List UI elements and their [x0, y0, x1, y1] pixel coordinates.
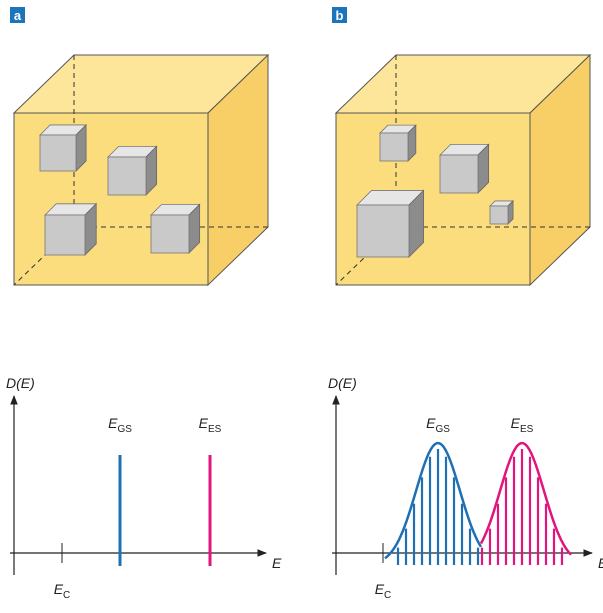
- dot-front: [45, 215, 85, 255]
- level-label: EES: [511, 415, 534, 435]
- figure: a D(E) E EC EGS EES b D(E) E EC EGS EES: [0, 0, 603, 613]
- subscript: ES: [520, 424, 534, 435]
- dot-front: [380, 133, 408, 161]
- level-label: EGS: [426, 415, 450, 435]
- level-label: EES: [199, 415, 222, 435]
- dot-front: [357, 205, 409, 257]
- distribution-curve: [385, 443, 481, 558]
- panel-label: b: [336, 8, 344, 23]
- y-axis-label: D(E): [328, 375, 357, 391]
- subscript: C: [384, 590, 391, 601]
- level-label: EGS: [108, 415, 132, 435]
- panel-label: a: [14, 8, 22, 23]
- subscript: C: [63, 590, 70, 601]
- distribution-curve: [481, 443, 571, 555]
- dot-front: [151, 215, 189, 253]
- ec-label: EC: [375, 581, 392, 601]
- dot-front: [440, 155, 478, 193]
- dot-front: [490, 206, 508, 224]
- dot-front: [40, 135, 76, 171]
- y-axis-label: D(E): [6, 375, 35, 391]
- x-axis-label: E: [272, 555, 282, 571]
- ec-label: EC: [54, 581, 71, 601]
- subscript: ES: [208, 424, 222, 435]
- subscript: GS: [117, 424, 132, 435]
- x-axis-label: E: [598, 555, 603, 571]
- dot-front: [108, 157, 146, 195]
- subscript: GS: [435, 424, 450, 435]
